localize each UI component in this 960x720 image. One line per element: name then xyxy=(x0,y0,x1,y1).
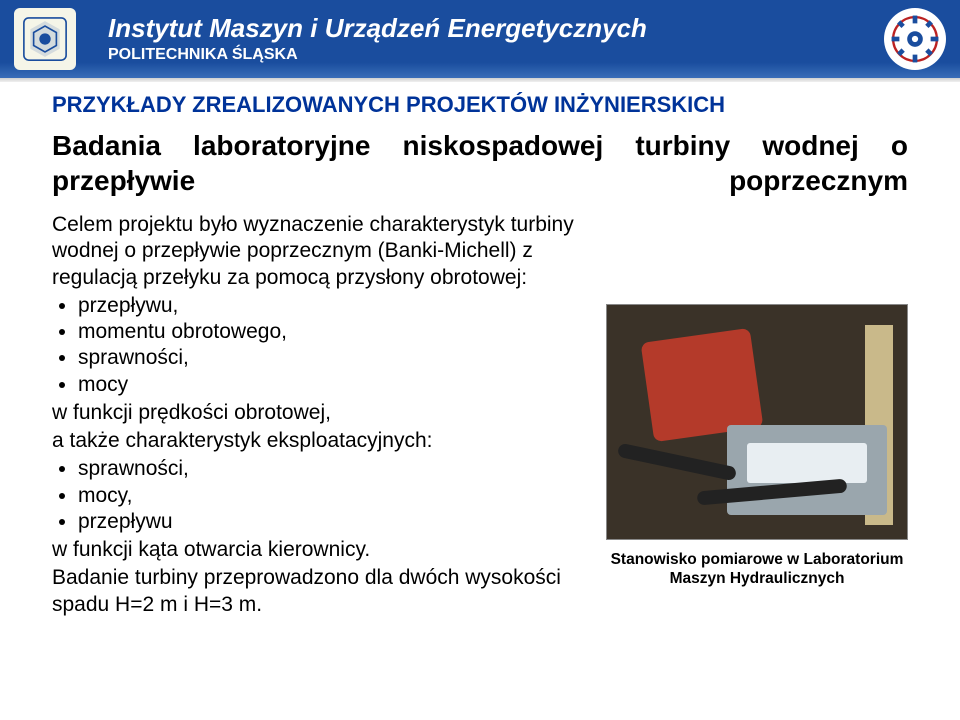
list-item: sprawności, xyxy=(78,456,582,482)
university-crest-icon xyxy=(14,8,76,70)
university-name: POLITECHNIKA ŚLĄSKA xyxy=(108,46,884,64)
body-line: a także charakterystyk eksploatacyjnych: xyxy=(52,428,582,454)
body-row: Celem projektu było wyznaczenie charakte… xyxy=(52,212,908,620)
institute-gear-icon xyxy=(884,8,946,70)
slide-header: Instytut Maszyn i Urządzeń Energetycznyc… xyxy=(0,0,960,78)
list-item: momentu obrotowego, xyxy=(78,319,582,345)
body-text: Celem projektu było wyznaczenie charakte… xyxy=(52,212,582,620)
main-title: Badania laboratoryjne niskospadowej turb… xyxy=(52,128,908,198)
list-item: przepływu, xyxy=(78,293,582,319)
section-heading: PRZYKŁADY ZREALIZOWANYCH PROJEKTÓW INŻYN… xyxy=(52,92,908,118)
intro-paragraph: Celem projektu było wyznaczenie charakte… xyxy=(52,212,582,291)
bullet-list-1: przepływu, momentu obrotowego, sprawnośc… xyxy=(52,293,582,398)
body-line: Badanie turbiny przeprowadzono dla dwóch… xyxy=(52,565,582,618)
figure-column: Stanowisko pomiarowe w Laboratorium Masz… xyxy=(606,212,908,620)
institute-name: Instytut Maszyn i Urządzeń Energetycznyc… xyxy=(108,14,884,43)
header-text-block: Instytut Maszyn i Urządzeń Energetycznyc… xyxy=(76,14,884,65)
slide-content: PRZYKŁADY ZREALIZOWANYCH PROJEKTÓW INŻYN… xyxy=(0,82,960,638)
body-line: w funkcji prędkości obrotowej, xyxy=(52,400,582,426)
list-item: mocy, xyxy=(78,483,582,509)
list-item: przepływu xyxy=(78,509,582,535)
list-item: mocy xyxy=(78,372,582,398)
lab-photo xyxy=(606,304,908,540)
bullet-list-2: sprawności, mocy, przepływu xyxy=(52,456,582,535)
list-item: sprawności, xyxy=(78,345,582,371)
figure-caption: Stanowisko pomiarowe w Laboratorium Masz… xyxy=(606,550,908,589)
body-line: w funkcji kąta otwarcia kierownicy. xyxy=(52,537,582,563)
